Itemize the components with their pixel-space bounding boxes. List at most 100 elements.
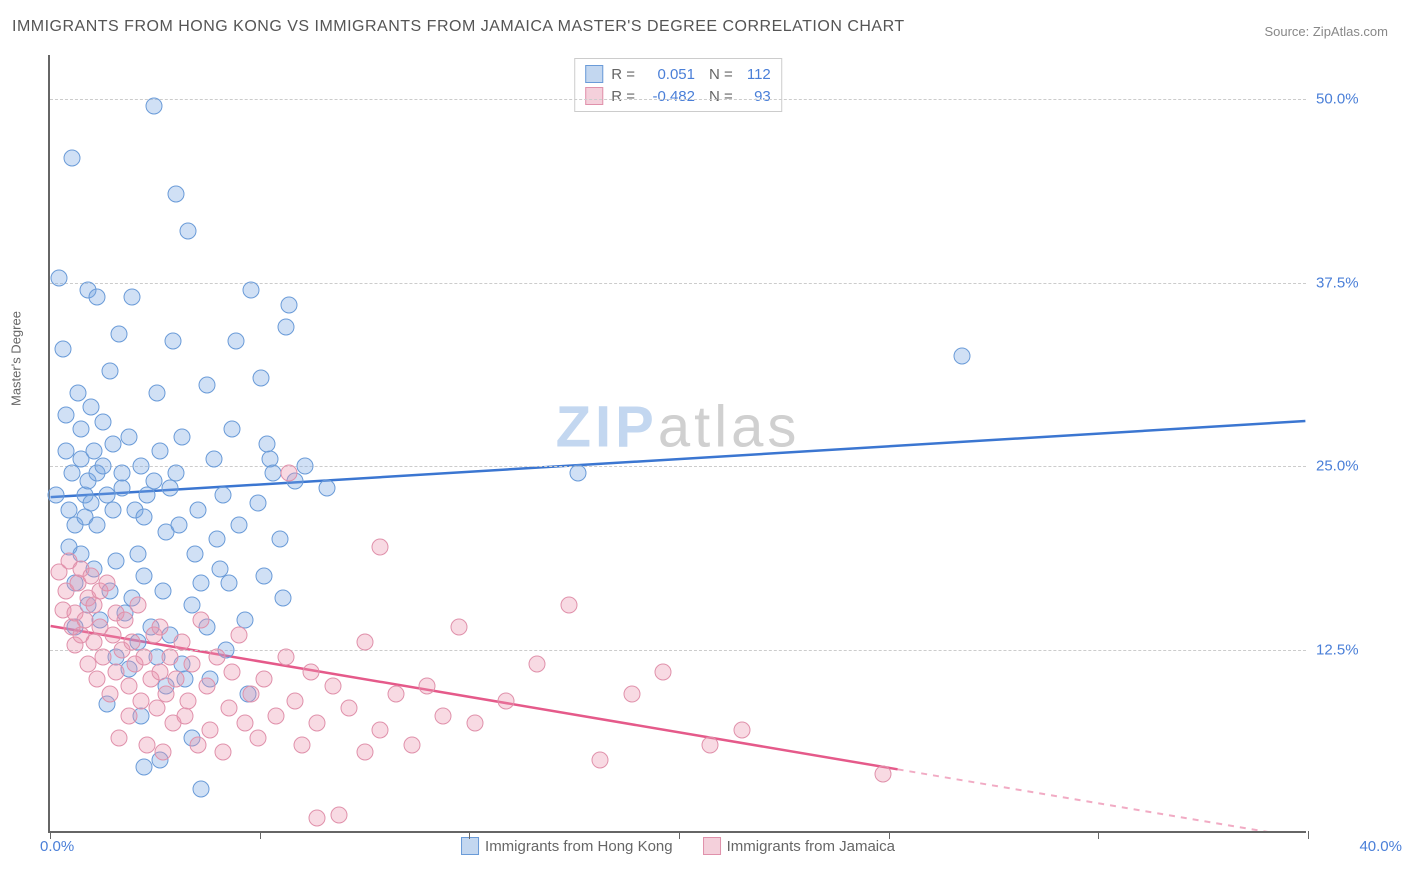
legend-correlation: R = 0.051 N = 112 R = -0.482 N = 93: [574, 58, 782, 112]
y-tick-label: 25.0%: [1316, 458, 1396, 475]
data-point: [136, 648, 153, 665]
x-tick: [1098, 831, 1099, 839]
y-tick-label: 50.0%: [1316, 91, 1396, 108]
source-label: Source:: [1264, 24, 1312, 39]
data-point: [101, 362, 118, 379]
data-point: [82, 494, 99, 511]
data-point: [161, 648, 178, 665]
grid-line: [50, 99, 1306, 100]
x-tick: [469, 831, 470, 839]
data-point: [164, 333, 181, 350]
data-point: [419, 678, 436, 695]
data-point: [111, 325, 128, 342]
data-point: [199, 377, 216, 394]
data-point: [702, 736, 719, 753]
legend-r-label: R =: [611, 88, 635, 105]
plot-area: ZIPatlas R = 0.051 N = 112 R = -0.482 N …: [48, 55, 1306, 833]
data-point: [86, 597, 103, 614]
data-point: [180, 223, 197, 240]
legend-swatch: [461, 837, 479, 855]
data-point: [281, 465, 298, 482]
data-point: [318, 480, 335, 497]
data-point: [57, 443, 74, 460]
grid-line: [50, 466, 1306, 467]
data-point: [243, 685, 260, 702]
data-point: [152, 663, 169, 680]
data-point: [120, 678, 137, 695]
data-point: [331, 807, 348, 824]
data-point: [733, 722, 750, 739]
data-point: [180, 692, 197, 709]
data-point: [655, 663, 672, 680]
data-point: [152, 619, 169, 636]
data-point: [148, 700, 165, 717]
data-point: [277, 318, 294, 335]
x-tick: [260, 831, 261, 839]
data-point: [281, 296, 298, 313]
legend-r-value: 0.051: [643, 66, 695, 83]
data-point: [89, 289, 106, 306]
data-point: [875, 766, 892, 783]
data-point: [560, 597, 577, 614]
data-point: [274, 590, 291, 607]
data-point: [95, 458, 112, 475]
y-axis-label: Master's Degree: [9, 311, 24, 406]
data-point: [277, 648, 294, 665]
data-point: [136, 758, 153, 775]
data-point: [387, 685, 404, 702]
data-point: [95, 648, 112, 665]
data-point: [230, 516, 247, 533]
data-point: [51, 270, 68, 287]
chart-title: IMMIGRANTS FROM HONG KONG VS IMMIGRANTS …: [12, 18, 905, 36]
data-point: [259, 436, 276, 453]
data-point: [186, 546, 203, 563]
data-point: [136, 509, 153, 526]
legend-item: Immigrants from Hong Kong: [461, 837, 673, 855]
data-point: [145, 98, 162, 115]
legend-r-value: -0.482: [643, 88, 695, 105]
data-point: [108, 553, 125, 570]
data-point: [623, 685, 640, 702]
data-point: [466, 714, 483, 731]
data-point: [271, 531, 288, 548]
trend-lines-svg: [50, 55, 1306, 831]
legend-swatch: [703, 837, 721, 855]
data-point: [167, 186, 184, 203]
data-point: [130, 546, 147, 563]
data-point: [249, 494, 266, 511]
data-point: [268, 707, 285, 724]
data-point: [243, 281, 260, 298]
data-point: [155, 744, 172, 761]
data-point: [139, 487, 156, 504]
data-point: [54, 340, 71, 357]
data-point: [189, 502, 206, 519]
data-point: [293, 736, 310, 753]
x-tick: [1308, 831, 1309, 839]
data-point: [148, 384, 165, 401]
data-point: [592, 751, 609, 768]
x-axis-max-label: 40.0%: [1359, 838, 1402, 855]
data-point: [70, 384, 87, 401]
grid-line: [50, 650, 1306, 651]
data-point: [192, 575, 209, 592]
data-point: [114, 480, 131, 497]
data-point: [214, 487, 231, 504]
data-point: [123, 289, 140, 306]
data-point: [296, 458, 313, 475]
data-point: [158, 685, 175, 702]
x-tick: [889, 831, 890, 839]
source-credit: Source: ZipAtlas.com: [1264, 24, 1388, 39]
data-point: [104, 502, 121, 519]
data-point: [183, 656, 200, 673]
data-point: [174, 634, 191, 651]
legend-r-label: R =: [611, 66, 635, 83]
data-point: [252, 369, 269, 386]
data-point: [133, 692, 150, 709]
data-point: [108, 663, 125, 680]
legend-swatch: [585, 87, 603, 105]
data-point: [189, 736, 206, 753]
data-point: [230, 626, 247, 643]
data-point: [130, 597, 147, 614]
legend-series: Immigrants from Hong Kong Immigrants fro…: [461, 837, 895, 855]
data-point: [287, 692, 304, 709]
